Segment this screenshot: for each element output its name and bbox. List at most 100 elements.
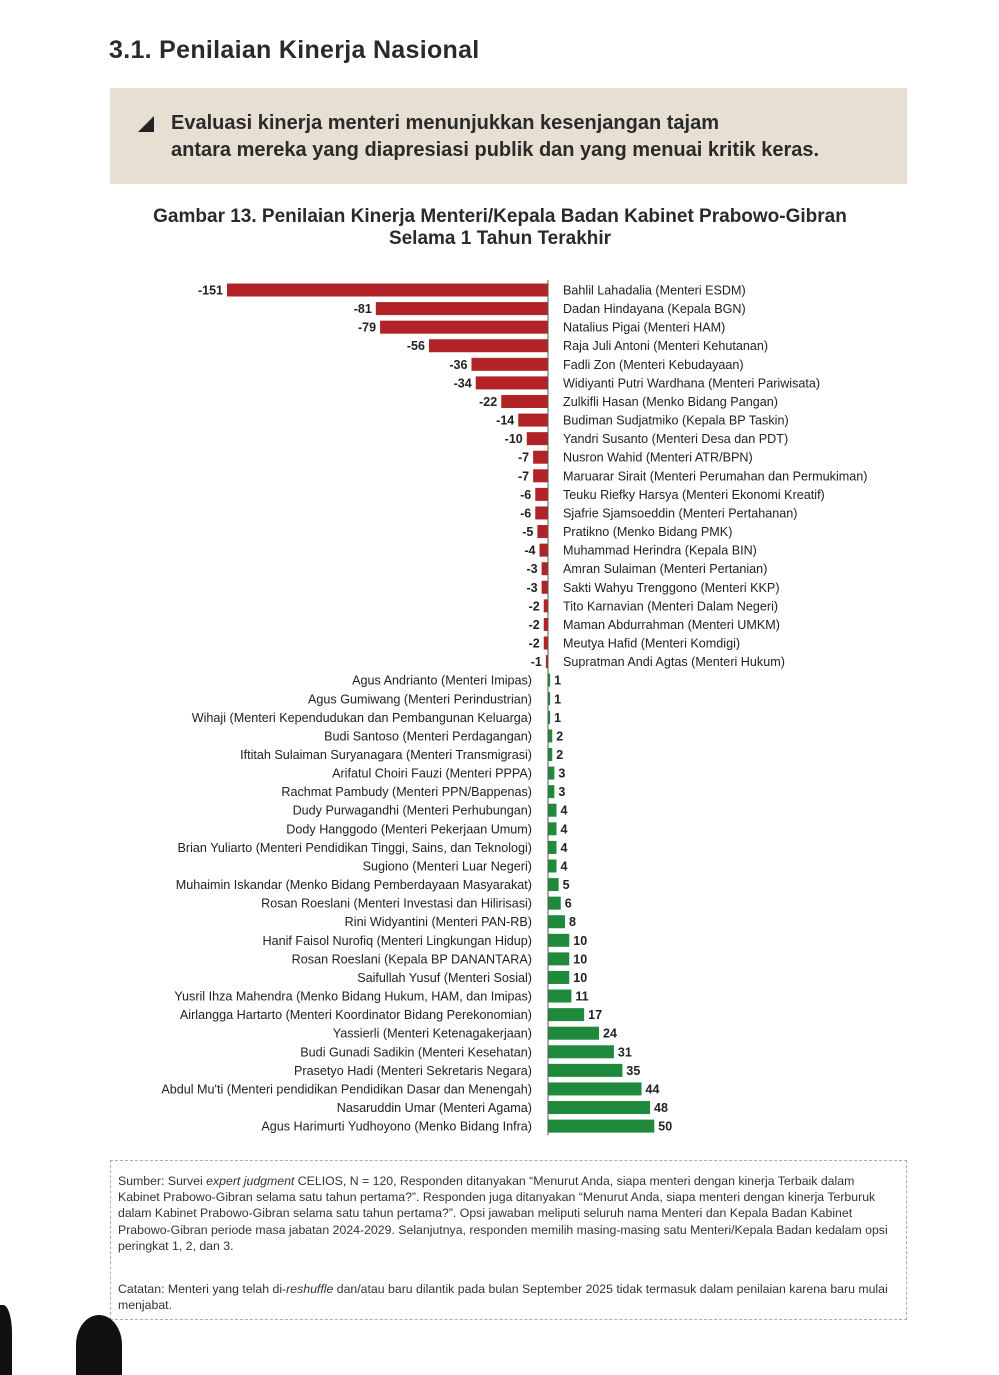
category-label: Tito Karnavian (Menteri Dalam Negeri) xyxy=(563,599,778,613)
chart-title: Gambar 13. Penilaian Kinerja Menteri/Kep… xyxy=(153,206,847,227)
bar xyxy=(548,952,570,966)
category-label: Iftitah Sulaiman Suryanagara (Menteri Tr… xyxy=(240,748,532,762)
bar xyxy=(548,748,553,761)
data-label: 6 xyxy=(565,897,572,911)
category-label: Nusron Wahid (Menteri ATR/BPN) xyxy=(563,451,753,465)
category-label: Rosan Roeslani (Menteri Investasi dan Hi… xyxy=(261,897,532,911)
bar xyxy=(541,580,548,594)
catatan-rest: dan/atau baru dilantik pada bulan Septem… xyxy=(118,1282,888,1313)
data-label: 4 xyxy=(561,841,568,855)
category-label: Meutya Hafid (Menteri Komdigi) xyxy=(563,637,740,651)
bar xyxy=(548,673,551,687)
bar xyxy=(548,1008,585,1022)
silhouette-decoration xyxy=(0,1305,12,1375)
data-label: 31 xyxy=(618,1045,632,1059)
bar xyxy=(548,785,555,799)
category-label: Dadan Hindayana (Kepala BGN) xyxy=(563,302,746,316)
bar xyxy=(548,989,572,1003)
category-label: Budi Santoso (Menteri Perdagangan) xyxy=(324,729,532,743)
data-label: 1 xyxy=(554,692,561,706)
category-label: Teuku Riefky Harsya (Menteri Ekonomi Kre… xyxy=(563,488,825,502)
data-label: -81 xyxy=(354,302,372,316)
data-label: 8 xyxy=(569,915,576,929)
category-label: Nasaruddin Umar (Menteri Agama) xyxy=(337,1101,532,1115)
callout-line-2: antara mereka yang diapresiasi publik da… xyxy=(171,139,820,161)
bar xyxy=(543,617,548,631)
data-label: -10 xyxy=(505,432,523,446)
data-label: 4 xyxy=(561,822,568,836)
bar xyxy=(548,1101,651,1115)
category-label: Maruarar Sirait (Menteri Perumahan dan P… xyxy=(563,469,867,483)
category-label: Muhammad Herindra (Kepala BIN) xyxy=(563,544,757,558)
category-label: Brian Yuliarto (Menteri Pendidikan Tingg… xyxy=(178,841,532,855)
category-label: Yusril Ihza Mahendra (Menko Bidang Hukum… xyxy=(174,990,532,1004)
bar xyxy=(548,766,555,780)
category-label: Widiyanti Putri Wardhana (Menteri Pariwi… xyxy=(563,376,820,390)
source-italic: expert judgment xyxy=(206,1174,295,1188)
source-rest: CELIOS, N = 120, Responden ditanyakan “M… xyxy=(118,1174,888,1253)
bar xyxy=(543,599,548,613)
catatan-italic: reshuffle xyxy=(286,1282,334,1297)
category-label: Hanif Faisol Nurofiq (Menteri Lingkungan… xyxy=(263,934,533,948)
data-label: -6 xyxy=(520,506,531,520)
data-label: 2 xyxy=(556,729,563,743)
bar xyxy=(475,376,548,390)
category-label: Agus Andrianto (Menteri Imipas) xyxy=(352,674,532,688)
bar xyxy=(548,840,557,854)
data-label: 48 xyxy=(654,1101,668,1115)
category-label: Rachmat Pambudy (Menteri PPN/Bappenas) xyxy=(281,785,532,799)
bar xyxy=(535,506,548,520)
bar xyxy=(537,525,548,539)
category-label: Zulkifli Hasan (Menko Bidang Pangan) xyxy=(563,395,778,409)
data-label: -36 xyxy=(449,358,467,372)
category-label: Agus Harimurti Yudhoyono (Menko Bidang I… xyxy=(261,1120,532,1134)
category-label: Raja Juli Antoni (Menteri Kehutanan) xyxy=(563,339,768,353)
bar xyxy=(518,413,548,427)
category-label: Yassierli (Menteri Ketenagakerjaan) xyxy=(333,1027,532,1041)
data-label: -2 xyxy=(529,637,540,651)
bar xyxy=(548,803,557,817)
data-label: 24 xyxy=(603,1027,617,1041)
bar xyxy=(548,729,553,743)
data-label: -3 xyxy=(526,562,537,576)
data-label: 17 xyxy=(588,1008,602,1022)
data-label: -34 xyxy=(454,376,472,390)
category-label: Sugiono (Menteri Luar Negeri) xyxy=(363,859,532,873)
bar xyxy=(380,320,548,334)
data-label: -3 xyxy=(526,581,537,595)
category-label: Fadli Zon (Menteri Kebudayaan) xyxy=(563,358,744,372)
data-label: 1 xyxy=(554,674,561,688)
category-label: Amran Sulaiman (Menteri Pertanian) xyxy=(563,562,767,576)
bar xyxy=(543,636,548,650)
category-label: Sjafrie Sjamsoeddin (Menteri Pertahanan) xyxy=(563,506,798,520)
data-label: 10 xyxy=(573,934,587,948)
category-label: Abdul Mu'ti (Menteri pendidikan Pendidik… xyxy=(161,1082,532,1096)
data-label: 2 xyxy=(556,748,563,762)
category-label: Dudy Purwagandhi (Menteri Perhubungan) xyxy=(293,804,532,818)
category-label: Dody Hanggodo (Menteri Pekerjaan Umum) xyxy=(286,822,532,836)
bar xyxy=(533,469,548,483)
category-label: Budi Gunadi Sadikin (Menteri Kesehatan) xyxy=(300,1045,532,1059)
callout-line-1: Evaluasi kinerja menteri menunjukkan kes… xyxy=(171,112,719,134)
bar xyxy=(526,432,548,446)
data-label: 3 xyxy=(558,785,565,799)
bar-chart: -151 Bahlil Lahadalia (Menteri ESDM)-81 Da… xyxy=(161,280,867,1136)
bar xyxy=(548,859,557,873)
source-note: Sumber: Survei expert judgment CELIOS, N… xyxy=(110,1160,907,1320)
data-label: 44 xyxy=(646,1082,660,1096)
data-label: 4 xyxy=(561,804,568,818)
category-label: Airlangga Hartarto (Menteri Koordinator … xyxy=(180,1008,532,1022)
category-label: Yandri Susanto (Menteri Desa dan PDT) xyxy=(563,432,788,446)
category-label: Rosan Roeslani (Kepala BP DANANTARA) xyxy=(292,952,532,966)
bar xyxy=(548,878,559,892)
data-label: 10 xyxy=(573,971,587,985)
bar xyxy=(227,283,548,297)
catatan-text: Catatan: Menteri yang telah di-reshuffle… xyxy=(118,1281,898,1313)
source-text: Sumber: Survei expert judgment CELIOS, N… xyxy=(118,1173,898,1254)
callout-text: Evaluasi kinerja menteri menunjukkan kes… xyxy=(171,110,819,164)
category-label: Pratikno (Menko Bidang PMK) xyxy=(563,525,732,539)
silhouette-decoration xyxy=(76,1315,122,1375)
figure-title: Gambar 13. Penilaian Kinerja Menteri/Kep… xyxy=(100,206,900,250)
bar xyxy=(545,655,548,669)
data-label: -2 xyxy=(529,618,540,632)
